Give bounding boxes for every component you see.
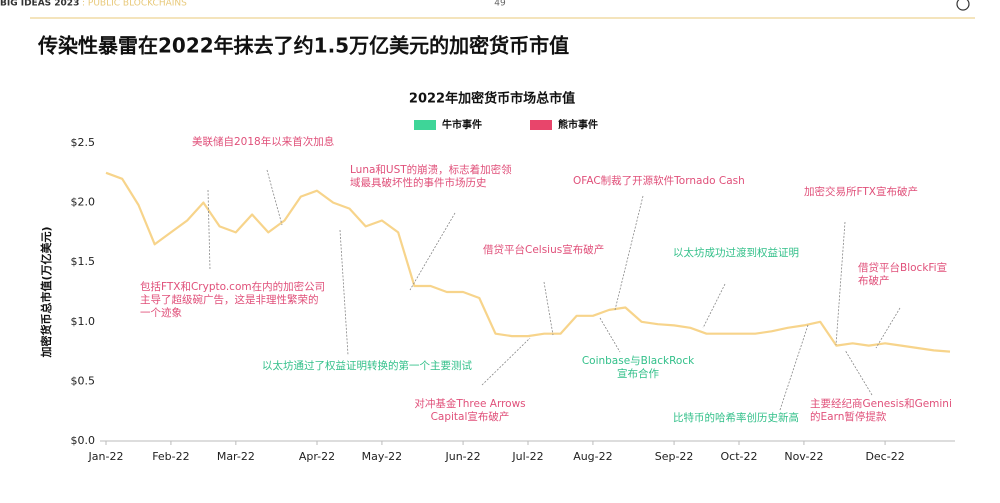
y-tick-label: $2.5 — [71, 136, 96, 149]
legend-swatch — [414, 120, 436, 130]
logo — [956, 0, 970, 11]
annotation: 布破产 — [858, 274, 890, 287]
x-tick-label: Jan-22 — [88, 450, 124, 463]
annotation: 以太坊通过了权益证明转换的第一个主要测试 — [262, 359, 472, 372]
line — [105, 171, 951, 353]
annotation-pointer — [207, 189, 211, 271]
page-number: 49 — [494, 0, 506, 9]
annotation: 借贷平台BlockFi宣 — [858, 261, 947, 274]
annotation-pointer — [409, 212, 456, 291]
x-tick-label: Sep-22 — [655, 450, 694, 463]
annotation-pointer — [875, 307, 901, 349]
annotation-pointer — [614, 195, 644, 311]
annotation-pointer — [702, 283, 726, 329]
annotation-pointer — [339, 229, 349, 356]
annotation: 借贷平台Celsius宣布破产 — [483, 243, 604, 256]
annotation: 包括FTX和Crypto.com在内的加密公司 — [140, 280, 325, 293]
x-tick-label: Jul-22 — [511, 450, 543, 463]
section: : PUBLIC BLOCKCHAINS — [82, 0, 187, 9]
annotation: 主要经纪商Genesis和Gemini — [810, 397, 952, 410]
y-tick-label: $1.0 — [71, 315, 96, 328]
annotation: 对冲基金Three Arrows — [414, 397, 525, 410]
annotation: 主导了超级碗广告，这是非理性繁荣的 — [140, 293, 319, 306]
legend-swatch — [530, 120, 552, 130]
annotation: 美联储自2018年以来首次加息 — [192, 135, 334, 148]
annotation: 加密交易所FTX宣布破产 — [804, 185, 918, 198]
chart-title: 2022年加密货币市场总市值 — [409, 91, 575, 107]
x-tick-label: Apr-22 — [299, 450, 335, 463]
annotation: OFAC制裁了开源软件Tornado Cash — [573, 174, 745, 187]
annotation: Coinbase与BlackRock — [582, 355, 695, 367]
annotation: 以太坊成功过渡到权益证明 — [673, 246, 799, 259]
y-axis-label: 加密货币总市值(万亿美元) — [39, 226, 53, 358]
x-tick-label: Dec-22 — [865, 450, 904, 463]
annotation: Luna和UST的崩溃，标志着加密领 — [350, 163, 512, 176]
x-tick-label: Nov-22 — [784, 450, 823, 463]
x-tick-label: Oct-22 — [721, 450, 758, 463]
annotation-pointer — [266, 169, 283, 226]
annotation-pointer — [844, 349, 873, 396]
annotation-pointer — [779, 324, 809, 411]
annotation: 的Earn暂停提款 — [810, 410, 887, 423]
legend-label: 熊市事件 — [558, 118, 598, 131]
annotation: Capital宣布破产 — [431, 410, 510, 423]
y-tick-label: $1.5 — [71, 255, 96, 268]
annotation-pointer — [481, 337, 531, 386]
brand: BIG IDEAS 2023 — [0, 0, 79, 9]
x-tick-label: Feb-22 — [152, 450, 189, 463]
annotation: 域最具破坏性的事件市场历史 — [350, 176, 487, 189]
legend-label: 牛市事件 — [442, 118, 482, 131]
x-tick-label: Mar-22 — [217, 450, 255, 463]
y-tick-label: $0.0 — [71, 434, 96, 447]
y-tick-label: $2.0 — [71, 196, 96, 209]
annotation: 一个迹象 — [140, 306, 182, 319]
x-tick-label: Jun-22 — [444, 450, 480, 463]
y-tick-label: $0.5 — [71, 374, 96, 387]
annotation-pointer — [543, 281, 554, 336]
annotation: 宣布合作 — [617, 367, 659, 380]
annotation-pointer — [835, 221, 846, 346]
x-tick-label: Aug-22 — [573, 450, 612, 463]
x-tick-label: May-22 — [362, 450, 403, 463]
annotation: 比特币的哈希率创历史新高 — [673, 411, 799, 424]
annotation-pointer — [599, 317, 621, 353]
headline: 传染性暴雷在2022年抹去了约1.5万亿美元的加密货币市值 — [37, 34, 569, 58]
